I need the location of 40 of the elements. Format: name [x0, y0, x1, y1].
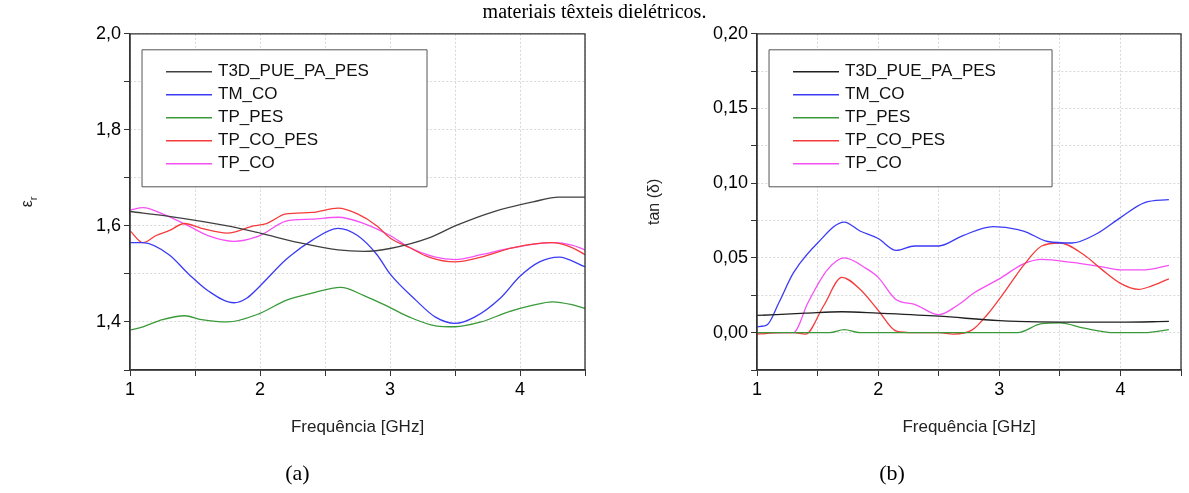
x-tick-label: 2 — [255, 378, 266, 399]
y-tick-label: 1,4 — [95, 310, 122, 331]
x-axis-title: Frequência [GHz] — [290, 417, 425, 437]
legend-label: TP_CO — [845, 153, 902, 173]
y-tick-label: 0,10 — [712, 172, 749, 193]
legend-label: T3D_PUE_PA_PES — [218, 61, 369, 81]
x-tick-label: 4 — [515, 378, 526, 399]
line-series — [130, 227, 585, 325]
x-tick-label: 3 — [385, 378, 396, 399]
y-axis-title: εr — [18, 196, 39, 208]
y-tick-label: 0,00 — [712, 321, 749, 342]
x-tick-label: 1 — [125, 378, 136, 399]
y-axis-title: tan (δ) — [645, 178, 663, 226]
legend-label: TP_CO — [218, 153, 275, 173]
line-series — [757, 199, 1170, 328]
x-tick-label: 4 — [1115, 378, 1126, 399]
y-tick-label: 0,20 — [712, 22, 749, 43]
y-tick-label: 1,6 — [95, 214, 122, 235]
line-series — [130, 196, 585, 253]
text: (b) — [878, 460, 906, 486]
legend-label: T3D_PUE_PA_PES — [845, 61, 996, 81]
line-series — [757, 322, 1170, 334]
x-tick-label: 1 — [752, 378, 763, 399]
x-tick-label: 2 — [873, 378, 884, 399]
legend-label: TP_PES — [845, 107, 911, 127]
x-axis-title: Frequência [GHz] — [902, 417, 1036, 437]
legend-label: TP_CO_PES — [845, 130, 946, 150]
text: materiais têxteis dielétricos. — [481, 0, 708, 22]
line-series — [130, 286, 585, 331]
x-tick-label: 3 — [994, 378, 1005, 399]
y-tick-label: 1,8 — [95, 118, 122, 139]
y-tick-label: 0,05 — [712, 246, 749, 267]
legend-label: TM_CO — [218, 84, 278, 104]
legend-label: TP_PES — [218, 107, 284, 127]
legend-label: TP_CO_PES — [218, 130, 319, 150]
y-tick-label: 0,15 — [712, 97, 749, 118]
text: (a) — [284, 460, 311, 486]
line-series — [757, 311, 1170, 323]
legend-label: TM_CO — [845, 84, 905, 104]
y-tick-label: 2,0 — [95, 22, 122, 43]
